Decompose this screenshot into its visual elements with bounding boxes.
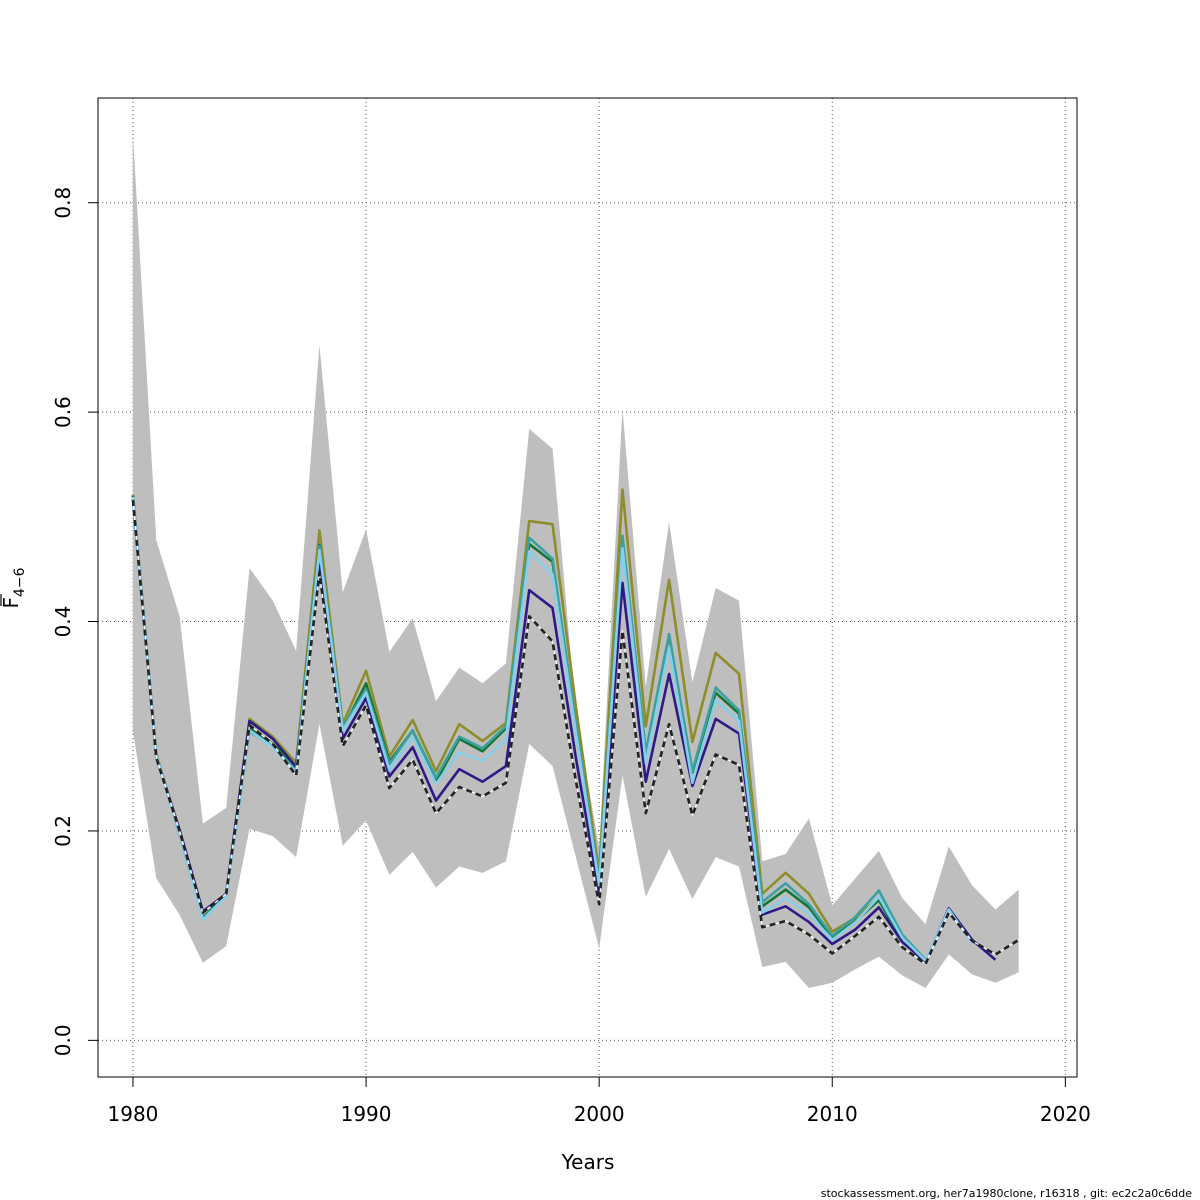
confidence-band-layer [132, 134, 1019, 988]
y-tick-label-0: 0.0 [51, 1024, 75, 1056]
y-axis-title: F4−6 [0, 567, 28, 608]
confidence-band [132, 134, 1019, 988]
x-tick-label-1: 1990 [341, 1102, 392, 1126]
y-axis-title-main: F [0, 597, 23, 609]
y-tick-label-3: 0.6 [51, 396, 75, 428]
y-tick-label-4: 0.8 [51, 187, 75, 219]
x-tick-label-4: 2020 [1040, 1102, 1091, 1126]
series-lines [131, 488, 1020, 966]
axes: 1980 1990 2000 2010 2020 0.0 0.2 0.4 0.6 0.8 [51, 187, 1091, 1126]
y-tick-label-1: 0.2 [51, 815, 75, 847]
series-line-1 [131, 496, 974, 963]
footer-credit: stockassessment.org, her7a1980clone, r16… [821, 1187, 1192, 1200]
y-axis-title-group: F4−6 [0, 567, 28, 608]
x-tick-label-0: 1980 [108, 1102, 159, 1126]
x-tick-label-3: 2010 [807, 1102, 858, 1126]
series-line-0 [131, 499, 1020, 966]
y-axis-title-subscript: 4−6 [12, 567, 28, 597]
series-line-2 [131, 498, 997, 964]
y-tick-label-2: 0.4 [51, 606, 75, 638]
x-axis-title: Years [561, 1150, 615, 1174]
x-tick-label-2: 2000 [574, 1102, 625, 1126]
